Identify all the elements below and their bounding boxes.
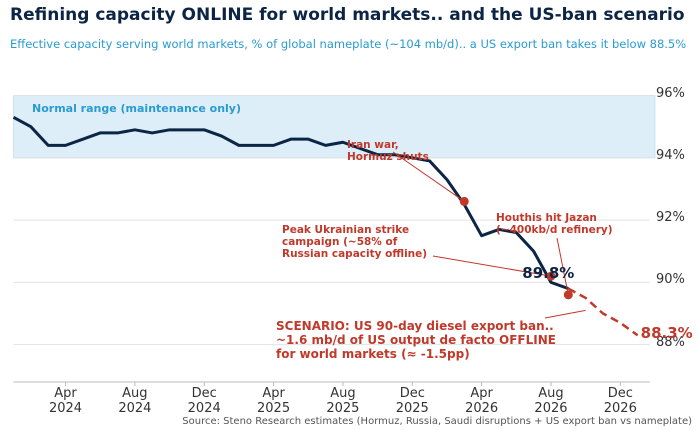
chart-title: Refining capacity ONLINE for world marke… xyxy=(10,5,685,25)
x-tick-label: Dec 2024 xyxy=(187,386,221,416)
x-tick-label: Aug 2026 xyxy=(534,386,568,416)
annotation-arrow xyxy=(432,255,552,277)
x-tick-label: Apr 2026 xyxy=(465,386,499,416)
subtitle: Effective capacity serving world markets… xyxy=(10,37,687,51)
value-label: 89.8% xyxy=(522,263,575,282)
annotation: SCENARIO: US 90-day diesel export ban.. … xyxy=(276,319,556,361)
x-tick-label: Dec 2025 xyxy=(395,386,429,416)
y-tick-label: 90% xyxy=(656,272,685,288)
annotation: Iran war, Hormuz shuts xyxy=(347,139,429,164)
series-line xyxy=(12,116,569,291)
annotation-arrow xyxy=(556,237,569,295)
event-marker xyxy=(459,196,469,206)
event-marker xyxy=(563,290,573,300)
event-marker xyxy=(546,271,556,281)
x-tick-label: Apr 2024 xyxy=(48,386,83,416)
annotation-arrow xyxy=(544,309,586,319)
x-tick-label: Aug 2025 xyxy=(326,386,360,416)
annotation: Houthis hit Jazan (~400kb/d refinery) xyxy=(496,212,613,237)
value-label: 88.3% xyxy=(640,324,693,343)
band-label: Normal range (maintenance only) xyxy=(32,101,241,115)
y-tick-label: 88% xyxy=(656,334,685,350)
x-tick-label: Apr 2025 xyxy=(257,386,291,416)
x-tick-label: Dec 2026 xyxy=(603,386,637,416)
series-line xyxy=(567,287,639,337)
y-tick-label: 94% xyxy=(656,147,685,163)
y-tick-label: 96% xyxy=(656,85,685,101)
y-tick-label: 92% xyxy=(656,210,685,226)
normal-band xyxy=(13,95,656,159)
x-tick-label: Aug 2024 xyxy=(118,386,152,416)
annotation-arrow xyxy=(392,151,465,202)
source: Source: Steno Research estimates (Hormuz… xyxy=(182,416,692,427)
annotation: Peak Ukrainian strike campaign (~58% of … xyxy=(282,224,428,261)
